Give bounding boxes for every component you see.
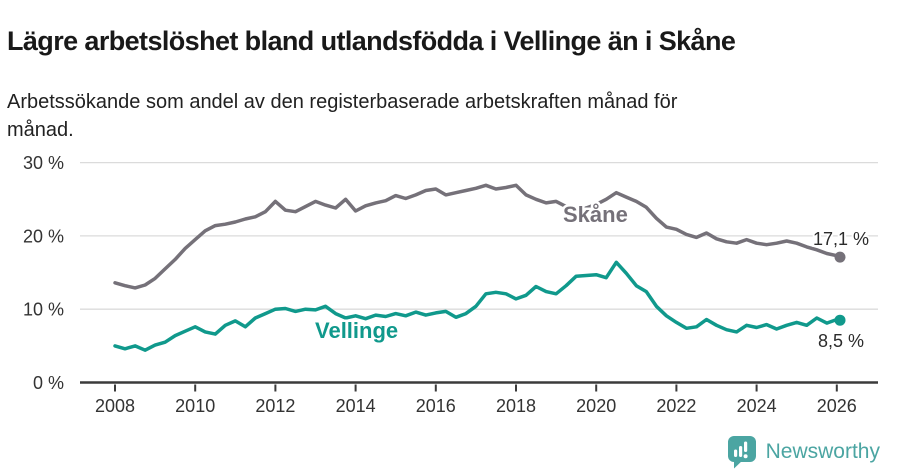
x-tick-label: 2012 <box>255 396 295 416</box>
page-title: Lägre arbetslöshet bland utlandsfödda i … <box>7 26 736 57</box>
y-tick-label: 10 % <box>23 300 64 320</box>
series-line-skåne <box>113 183 842 290</box>
newsworthy-logo-icon <box>727 436 756 469</box>
brand-footer: Newsworthy <box>726 435 880 469</box>
series-lines <box>113 183 842 352</box>
y-tick-label: 20 % <box>23 226 64 246</box>
axis-tick-labels: 0 % 10 % 20 % 30 % 2008 2010 2012 2014 2016 2018 2… <box>23 153 857 416</box>
x-tick-label: 2008 <box>95 396 135 416</box>
series-label-vellinge: Vellinge <box>315 318 398 343</box>
y-tick-label: 0 % <box>33 373 64 393</box>
x-axis <box>80 381 878 392</box>
x-tick-label: 2018 <box>496 396 536 416</box>
x-tick-label: 2020 <box>576 396 616 416</box>
y-tick-label: 30 % <box>23 153 64 173</box>
x-tick-label: 2024 <box>737 396 777 416</box>
y-gridlines <box>80 161 878 310</box>
x-tick-label: 2010 <box>175 396 215 416</box>
end-value-label-skane: 17,1 % <box>813 229 869 249</box>
x-tick-label: 2022 <box>656 396 696 416</box>
brand-name: Newsworthy <box>765 440 880 463</box>
chart-subtitle: Arbetssökande som andel av den registerb… <box>7 91 678 142</box>
end-dot-skåne <box>834 251 846 263</box>
x-tick-label: 2014 <box>336 396 376 416</box>
series-line-vellinge <box>113 260 842 352</box>
x-tick-label: 2026 <box>817 396 857 416</box>
x-tick-label: 2016 <box>416 396 456 416</box>
series-end-dots <box>834 251 846 326</box>
series-label-skane: Skåne <box>563 202 628 227</box>
end-dot-vellinge <box>834 314 846 326</box>
end-value-label-vellinge: 8,5 % <box>818 331 864 351</box>
line-chart: 0 % 10 % 20 % 30 % 2008 2010 2012 2014 2016 2018 2… <box>23 153 878 416</box>
